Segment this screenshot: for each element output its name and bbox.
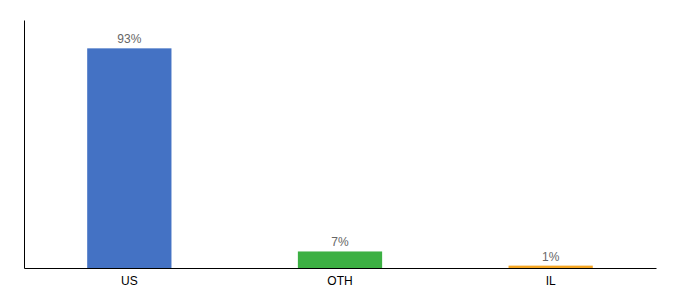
data-label: 1% bbox=[542, 250, 560, 264]
data-label: 7% bbox=[331, 235, 349, 249]
chart-container: 93% 7% 1% US OTH IL bbox=[0, 0, 680, 300]
plot: 93% 7% 1% US OTH IL bbox=[25, 21, 657, 288]
chart-svg: 93% 7% 1% US OTH IL bbox=[0, 0, 680, 300]
y-axis-line bbox=[24, 21, 25, 269]
data-labels: 93% 7% 1% bbox=[117, 32, 559, 263]
x-tick-label: IL bbox=[546, 274, 556, 288]
bars bbox=[87, 48, 593, 268]
x-tick: OTH bbox=[327, 268, 352, 288]
data-label: 93% bbox=[117, 32, 141, 46]
x-tick: IL bbox=[546, 268, 556, 288]
bar bbox=[298, 251, 382, 268]
x-tick: US bbox=[121, 268, 138, 288]
x-axis: US OTH IL bbox=[25, 268, 657, 288]
x-axis-line bbox=[25, 268, 657, 269]
bar bbox=[509, 266, 593, 268]
x-tick-label: US bbox=[121, 274, 138, 288]
y-axis bbox=[24, 21, 25, 269]
x-tick-label: OTH bbox=[327, 274, 352, 288]
bar bbox=[87, 48, 171, 268]
